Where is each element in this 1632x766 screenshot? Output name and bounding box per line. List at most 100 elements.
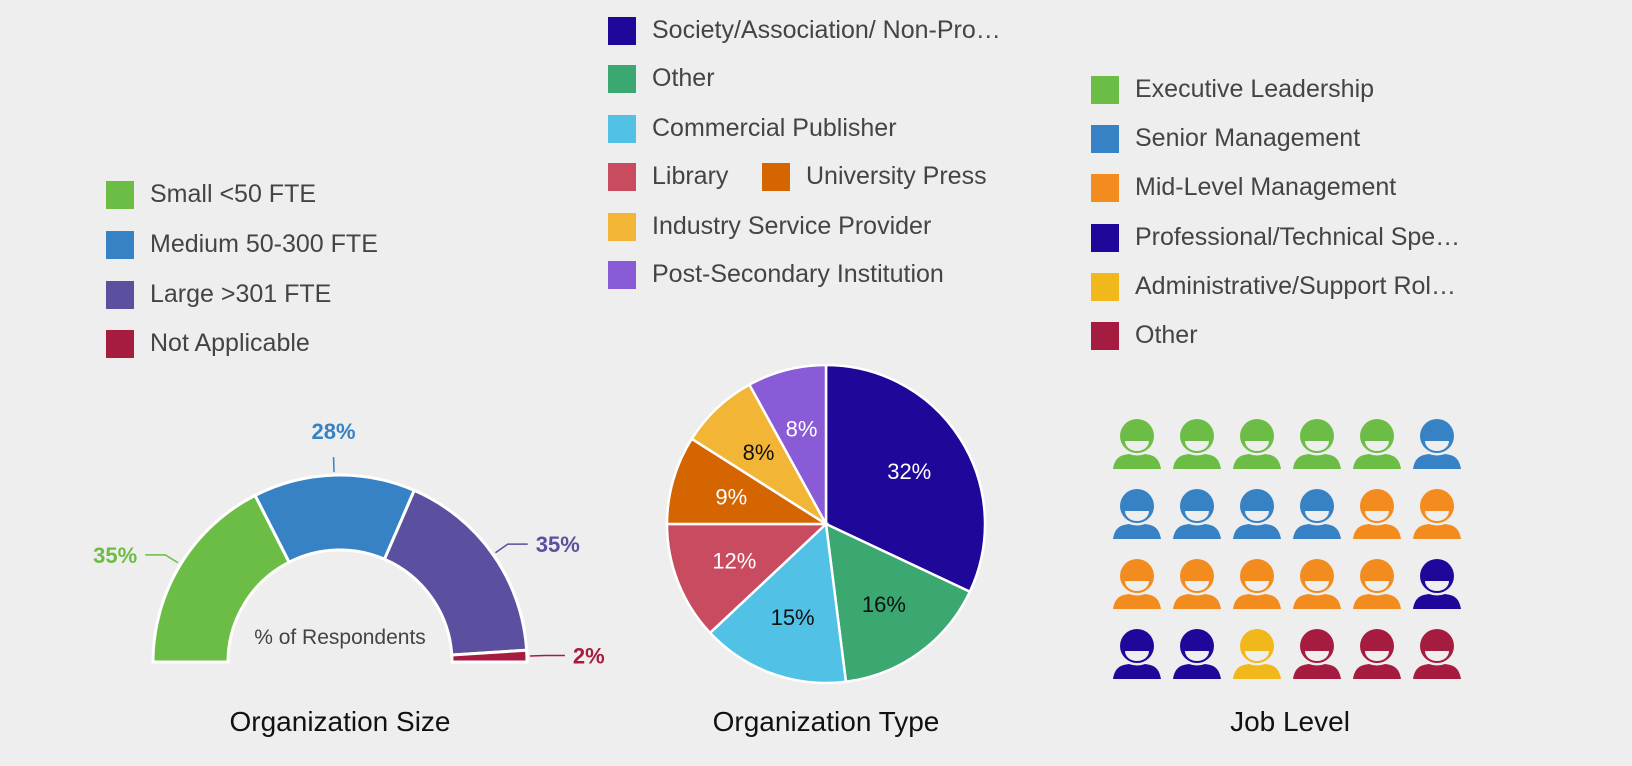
legend-label: Other [1135,321,1198,349]
legend-swatch [1091,223,1119,252]
gauge-value-label: 2% [573,644,605,669]
person-icon [1233,419,1281,469]
person-icon [1173,419,1221,469]
org-type-title: Organization Type [712,706,940,737]
org-type-legend-item: Other [608,64,715,93]
legend-swatch [608,64,636,93]
person-smile [1425,581,1449,591]
person-body [1353,454,1401,469]
person-smile [1125,511,1149,521]
legend-label: Medium 50-300 FTE [150,230,378,258]
person-icon [1353,419,1401,469]
job-level-legend-item: Executive Leadership [1091,75,1374,104]
person-body [1413,454,1461,469]
legend-label: Industry Service Provider [652,212,932,240]
person-body [1353,524,1401,539]
person-smile [1185,581,1209,591]
person-body [1293,524,1341,539]
legend-label: Executive Leadership [1135,75,1375,103]
person-smile [1365,511,1389,521]
pie-value-label: 32% [887,459,931,484]
legend-swatch [608,212,636,241]
gauge-segment [450,648,529,664]
person-smile [1425,441,1449,451]
legend-label: Senior Management [1135,124,1361,152]
pie-slice [747,363,828,525]
person-body [1293,454,1341,469]
person-icon [1293,489,1341,539]
person-icon [1413,629,1461,679]
legend-swatch [1091,272,1119,301]
org-size-legend-item: Small <50 FTE [106,180,316,209]
legend-label: Commercial Publisher [652,114,897,142]
pie-value-label: 12% [712,548,756,573]
person-body [1413,594,1461,609]
person-body [1113,664,1161,679]
person-smile [1125,441,1149,451]
person-icon [1293,419,1341,469]
pie-slice [824,363,987,594]
person-icon [1413,489,1461,539]
gauge-leader-line [495,543,528,554]
legend-label: Not Applicable [150,329,310,357]
person-body [1113,524,1161,539]
person-smile [1245,441,1269,451]
person-icon [1353,629,1401,679]
legend-swatch [1091,173,1119,202]
person-smile [1245,511,1269,521]
pie-value-label: 15% [771,605,815,630]
legend-label: University Press [806,162,987,190]
pie-value-label: 8% [786,417,818,442]
person-smile [1425,511,1449,521]
person-body [1233,594,1281,609]
legend-label: Large >301 FTE [150,280,332,308]
person-smile [1365,441,1389,451]
pie-slice [708,521,848,685]
job-level-legend-item: Senior Management [1091,124,1360,153]
person-smile [1305,441,1329,451]
gauge-leader-line [145,554,179,564]
legend-label: Post-Secondary Institution [652,260,944,288]
person-smile [1365,651,1389,661]
gauge-value-label: 28% [312,419,356,444]
legend-label: Mid-Level Management [1135,173,1397,201]
legend-label: Professional/Technical Spe… [1135,223,1461,251]
person-body [1293,664,1341,679]
person-body [1413,664,1461,679]
pie-slice [665,522,830,635]
person-smile [1425,651,1449,661]
person-smile [1245,581,1269,591]
legend-swatch [106,180,134,209]
gauge-center-label: % of Respondents [254,626,426,649]
pie-value-label: 16% [862,592,906,617]
person-smile [1185,511,1209,521]
org-type-legend-item: Post-Secondary Institution [608,260,944,289]
legend-swatch [608,260,636,289]
person-icon [1113,419,1161,469]
legend-swatch [608,16,636,45]
person-smile [1125,581,1149,591]
legend-swatch [1091,75,1119,104]
person-body [1413,524,1461,539]
legend-swatch [762,162,790,191]
legend-label: Administrative/Support Rol… [1135,272,1456,300]
gauge-value-label: 35% [93,543,137,568]
gauge-segment [151,493,292,664]
org-size-legend-item: Not Applicable [106,329,310,358]
person-smile [1245,651,1269,661]
org-size-legend-item: Medium 50-300 FTE [106,230,378,259]
legend-label: Library [652,162,729,190]
person-body [1173,664,1221,679]
person-icon [1353,559,1401,609]
legend-swatch [1091,321,1119,350]
person-smile [1305,581,1329,591]
person-smile [1185,651,1209,661]
person-smile [1125,651,1149,661]
person-smile [1305,511,1329,521]
person-icon [1173,489,1221,539]
legend-label: Small <50 FTE [150,180,317,208]
legend-swatch [608,162,636,191]
person-icon [1353,489,1401,539]
